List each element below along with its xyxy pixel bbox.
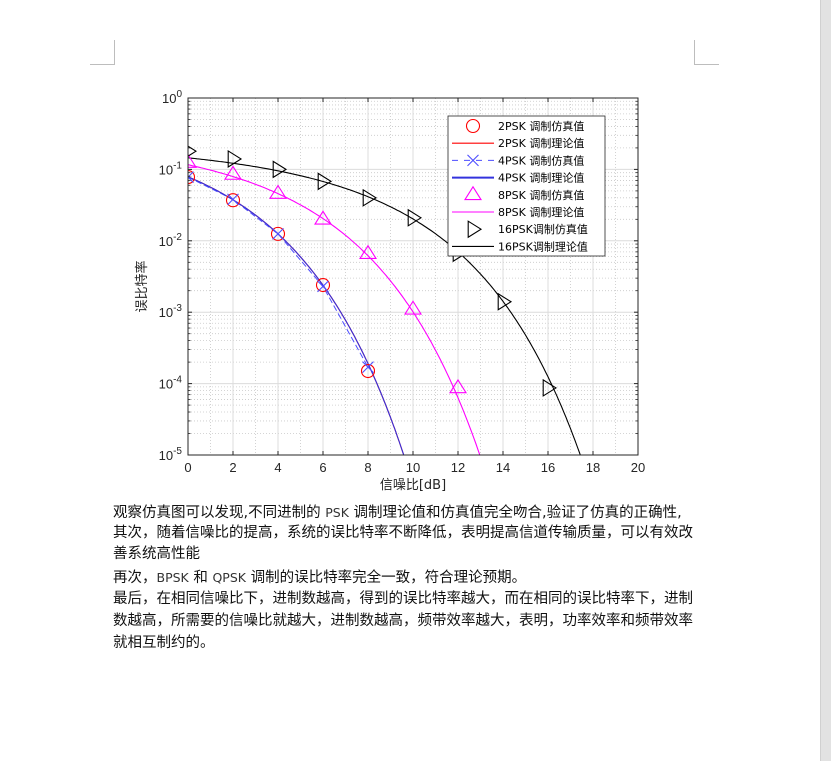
legend-entry-label: 16PSK调制理论值 bbox=[498, 239, 588, 253]
page-corner-mark-top-left bbox=[90, 40, 115, 65]
chart-axes: 0 2 4 6 8 10 12 14 16 18 20 100 10-1 10-2 10-3 10-4 10-5… bbox=[134, 89, 645, 493]
triangle-right-marker-icon bbox=[362, 188, 378, 207]
x-tick-label: 6 bbox=[319, 460, 326, 475]
y-tick-label: 100 bbox=[162, 89, 182, 106]
latin-term: QPSK bbox=[212, 570, 246, 585]
triangle-right-marker-icon bbox=[272, 160, 288, 179]
legend-entry-label: 4PSK 调制理论值 bbox=[498, 171, 584, 185]
y-tick-label: 10-4 bbox=[159, 375, 183, 392]
y-axis-label: 误比特率 bbox=[134, 260, 150, 312]
x-tick-label: 10 bbox=[406, 460, 420, 475]
triangle-right-marker-icon bbox=[317, 172, 333, 191]
x-tick-label: 20 bbox=[631, 460, 645, 475]
legend-box bbox=[447, 115, 606, 257]
paragraph-text: 调制的误比特率完全一致，符合理论预期。 bbox=[245, 570, 527, 586]
circle-marker-icon bbox=[270, 226, 286, 241]
triangle-right-marker-icon bbox=[227, 149, 243, 168]
x-tick-label: 2 bbox=[229, 460, 236, 475]
latin-term: BPSK bbox=[156, 570, 189, 585]
x-marker-icon bbox=[467, 154, 479, 167]
legend-entry-label: 2PSK 调制仿真值 bbox=[498, 119, 584, 133]
paragraph-text: 善系统高性能 bbox=[113, 546, 200, 562]
chart-markers bbox=[188, 145, 558, 397]
y-tick-label: 10-5 bbox=[159, 446, 183, 463]
ber-chart: 0 2 4 6 8 10 12 14 16 18 20 100 10-1 10-2 10-3 10-4 10-5… bbox=[134, 89, 645, 493]
theory-curve bbox=[188, 157, 581, 455]
triangle-up-marker-icon bbox=[449, 378, 467, 394]
triangle-right-marker-icon bbox=[188, 145, 198, 157]
paragraph-line: 其次，随着信噪比的提高，系统的误比特率不断降低，表明提高信道传输质量，可以有效改 bbox=[113, 523, 713, 544]
circle-marker-icon bbox=[315, 278, 331, 293]
chart-legend: 2PSK 调制仿真值 2PSK 调制理论值 4PSK 调制仿真值 4PSK 调制理论值… bbox=[447, 115, 606, 257]
paragraph-text: 最后，在相同信噪比下，进制数越高，得到的误比特率越大，而在相同的误比特率下，进制 bbox=[113, 591, 693, 607]
legend-entry-label: 4PSK 调制仿真值 bbox=[498, 153, 584, 167]
x-marker-icon bbox=[362, 361, 374, 374]
x-tick-label: 8 bbox=[364, 460, 371, 475]
triangle-right-marker-icon bbox=[497, 292, 513, 311]
x-tick-label: 4 bbox=[274, 460, 281, 475]
circle-marker-icon bbox=[188, 170, 196, 185]
triangle-up-marker-icon bbox=[269, 184, 287, 199]
triangle-up-marker-icon bbox=[188, 153, 197, 168]
circle-marker-icon bbox=[465, 118, 481, 134]
x-marker-icon bbox=[188, 171, 194, 183]
y-tick-label: 10-2 bbox=[159, 232, 183, 249]
x-tick-label: 14 bbox=[496, 460, 510, 475]
latin-term: PSK bbox=[325, 505, 349, 520]
y-tick-label: 10-1 bbox=[159, 160, 183, 177]
legend-entry-label: 8PSK 调制理论值 bbox=[498, 205, 584, 219]
vertical-scrollbar[interactable] bbox=[820, 0, 831, 761]
paragraph-line: 再次，BPSK 和 QPSK 调制的误比特率完全一致，符合理论预期。 bbox=[113, 567, 713, 589]
triangle-up-marker-icon bbox=[314, 210, 332, 225]
legend-entry-label: 2PSK 调制理论值 bbox=[498, 136, 584, 150]
x-tick-label: 16 bbox=[541, 460, 555, 475]
x-marker-icon bbox=[317, 280, 329, 293]
x-tick-label: 0 bbox=[184, 460, 191, 475]
paragraph-text: 数越高，所需要的信噪比就越大，进制数越高，频带效率越大，表明，功率效率和频带效率 bbox=[113, 613, 693, 629]
legend-entry-label: 16PSK调制仿真值 bbox=[498, 222, 588, 236]
x-marker-icon bbox=[272, 227, 284, 240]
y-tick-label: 10-3 bbox=[159, 303, 183, 320]
x-tick-label: 12 bbox=[451, 460, 465, 475]
paragraph-line: 善系统高性能 bbox=[113, 544, 713, 565]
triangle-up-marker-icon bbox=[224, 165, 242, 180]
paragraph-line: 数越高，所需要的信噪比就越大，进制数越高，频带效率越大，表明，功率效率和频带效率 bbox=[113, 611, 713, 632]
x-marker-icon bbox=[227, 193, 239, 206]
paragraph-text: 再次， bbox=[113, 570, 157, 586]
paragraph-text: 观察仿真图可以发现,不同进制的 bbox=[113, 505, 326, 521]
triangle-up-marker-icon bbox=[404, 300, 422, 315]
paragraph-text: 调制理论值和仿真值完全吻合,验证了仿真的正确性, bbox=[348, 505, 682, 521]
paragraph-line: 就相互制约的。 bbox=[113, 633, 713, 654]
paragraph-text: 就相互制约的。 bbox=[113, 635, 215, 651]
paragraph-text: 和 bbox=[188, 570, 213, 586]
triangle-right-marker-icon bbox=[467, 220, 483, 239]
triangle-right-marker-icon bbox=[542, 378, 558, 397]
triangle-up-marker-icon bbox=[464, 185, 482, 201]
triangle-right-marker-icon bbox=[407, 208, 423, 227]
circle-marker-icon bbox=[360, 363, 376, 379]
paragraph-line: 最后，在相同信噪比下，进制数越高，得到的误比特率越大，而在相同的误比特率下，进制 bbox=[113, 589, 713, 610]
circle-marker-icon bbox=[225, 193, 241, 208]
triangle-up-marker-icon bbox=[359, 244, 377, 260]
x-tick-label: 18 bbox=[586, 460, 600, 475]
x-axis-label: 信噪比[dB] bbox=[380, 478, 446, 493]
page-corner-mark-top-right bbox=[694, 40, 719, 65]
paragraph-line: 观察仿真图可以发现,不同进制的 PSK 调制理论值和仿真值完全吻合,验证了仿真的… bbox=[113, 502, 713, 524]
paragraph-text: 其次，随着信噪比的提高，系统的误比特率不断降低，表明提高信道传输质量，可以有效改 bbox=[113, 525, 693, 541]
legend-entry-label: 8PSK 调制仿真值 bbox=[498, 188, 584, 202]
